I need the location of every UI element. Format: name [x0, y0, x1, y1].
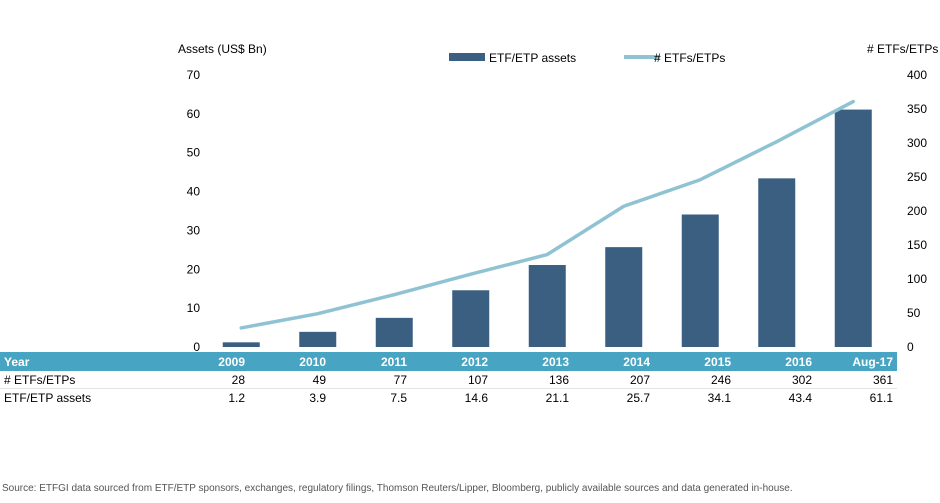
y2-tick-label: 0	[907, 340, 914, 352]
bar	[528, 265, 566, 347]
line-series-layer	[239, 99, 855, 330]
y2-tick-label: 50	[907, 306, 921, 320]
table-header-label: Year	[4, 354, 30, 369]
table-cell: 207	[573, 371, 654, 389]
table-cell: 34.1	[707, 390, 731, 405]
table-cell: 107	[411, 371, 492, 389]
legend-line-label: # ETFs/ETPs	[654, 51, 725, 65]
table-cell: 49	[249, 371, 330, 389]
table-cell: 1.2	[228, 390, 245, 405]
y2-tick-label: 150	[907, 238, 927, 252]
y-axis-title: Assets (US$ Bn)	[178, 42, 267, 56]
y2-axis: 0 50 100 150 200 250 300 350 400	[907, 68, 927, 352]
legend-bar-label: ETF/ETP assets	[489, 51, 576, 65]
table-header-year: 2009	[218, 354, 245, 369]
table-header-row: Year 2009 2010 2011 2012 2013 2014 2015 2016 Aug…	[0, 352, 897, 371]
y2-tick-label: 300	[907, 136, 927, 150]
y-tick-label: 0	[193, 340, 200, 352]
table-header-year: 2013	[542, 354, 569, 369]
table-cell: 246	[654, 371, 735, 389]
y-tick-label: 50	[187, 146, 201, 160]
bar	[222, 342, 260, 347]
table-cell: 3.9	[309, 390, 326, 405]
chart: Assets (US$ Bn) # ETFs/ETPs ETF/ETP asse…	[178, 42, 938, 352]
y-tick-label: 70	[187, 68, 201, 82]
y-tick-label: 10	[187, 301, 201, 315]
table-row: # ETFs/ETPs 28 49 77 107 136 207 246 302 361	[0, 371, 897, 389]
table-cell: 28	[168, 371, 249, 389]
table-cell: 61.1	[869, 390, 893, 405]
table-cell: 302	[735, 371, 816, 389]
table-header-year: Aug-17	[852, 354, 893, 369]
y-axis: 0 10 20 30 40 50 60 70	[187, 68, 201, 352]
table-cell: 43.4	[788, 390, 812, 405]
bar	[375, 317, 413, 347]
source-note: Source: ETFGI data sourced from ETF/ETP …	[2, 483, 793, 494]
table-header-year: 2015	[704, 354, 731, 369]
data-table: Year 2009 2010 2011 2012 2013 2014 2015 2016 Aug…	[0, 352, 897, 406]
bar-series	[222, 109, 872, 347]
bar	[605, 247, 643, 347]
legend-bar-swatch	[449, 53, 485, 61]
y2-tick-label: 100	[907, 272, 927, 286]
legend: ETF/ETP assets # ETFs/ETPs	[449, 51, 725, 65]
table-header-year: 2016	[785, 354, 812, 369]
table-row-label: ETF/ETP assets	[4, 390, 92, 405]
table-cell: 21.1	[545, 390, 569, 405]
y-tick-label: 60	[187, 107, 201, 121]
table-cell: 136	[492, 371, 573, 389]
table-header-year: 2012	[461, 354, 488, 369]
y2-tick-label: 200	[907, 204, 927, 218]
table-header-year: 2011	[380, 354, 407, 369]
bar	[681, 214, 719, 347]
table-row: ETF/ETP assets 1.2 3.9 7.5 14.6 21.1 25.7 34.1 4…	[0, 389, 897, 407]
y2-tick-label: 350	[907, 102, 927, 116]
table-cell: 361	[816, 371, 897, 389]
y2-tick-label: 250	[907, 170, 927, 184]
table-header-year: 2010	[299, 354, 326, 369]
y-tick-label: 20	[187, 262, 201, 276]
table-cell: 77	[330, 371, 411, 389]
bar	[299, 331, 337, 347]
table-header-year: 2014	[623, 354, 650, 369]
bar	[834, 109, 872, 347]
y2-tick-label: 400	[907, 68, 927, 82]
table-row-label: # ETFs/ETPs	[0, 371, 168, 389]
table-cell: 14.6	[464, 390, 488, 405]
table-cell: 25.7	[626, 390, 650, 405]
y-tick-label: 30	[187, 223, 201, 237]
y-tick-label: 40	[187, 185, 201, 199]
bar	[758, 178, 796, 347]
y2-axis-title: # ETFs/ETPs	[867, 42, 938, 56]
table-cell: 7.5	[390, 390, 407, 405]
bar	[452, 290, 490, 347]
